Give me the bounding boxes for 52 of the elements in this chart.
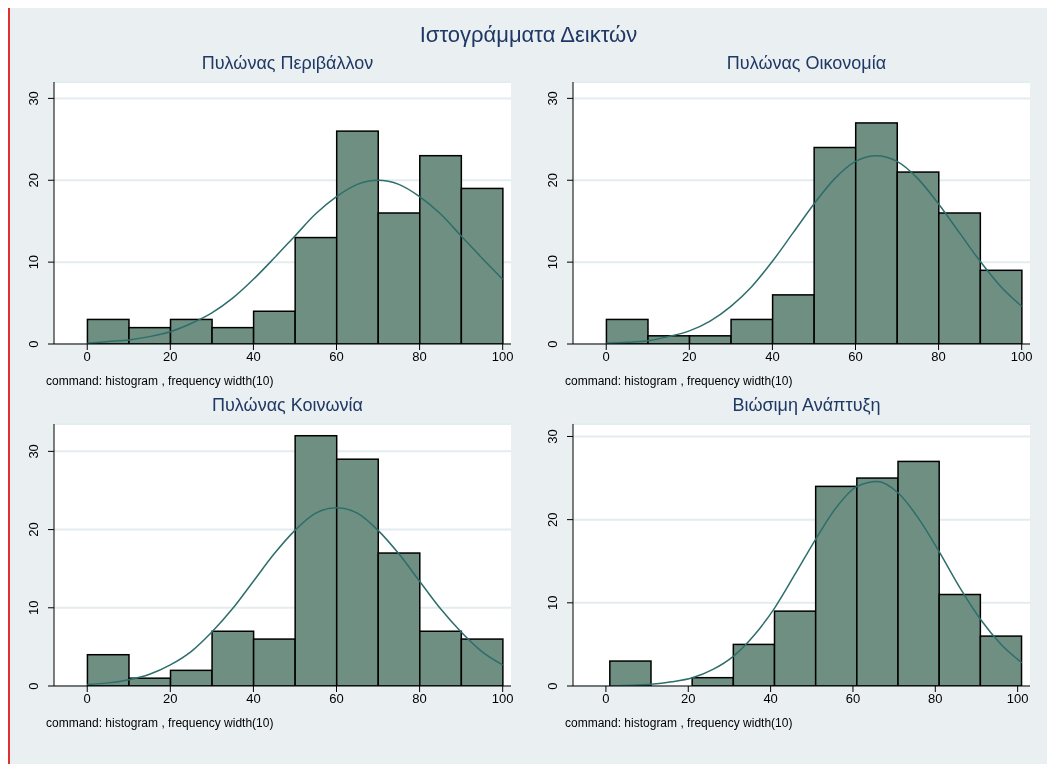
y-tick-label: 10 bbox=[26, 254, 41, 270]
x-tick-label: 20 bbox=[163, 349, 178, 365]
y-tick-label: 0 bbox=[545, 340, 560, 348]
y-tick-label: 10 bbox=[545, 254, 560, 270]
x-tick-label: 40 bbox=[765, 349, 780, 365]
x-tick-label: 100 bbox=[1010, 349, 1033, 365]
text: command: histogram , frequency width(10) bbox=[45, 716, 275, 730]
x-tick-label: 80 bbox=[928, 691, 943, 707]
x-tick-label: 40 bbox=[246, 349, 261, 365]
line-series bbox=[86, 179, 504, 344]
text: command: histogram , frequency width(10) bbox=[564, 716, 794, 730]
x-tick-label: 80 bbox=[931, 349, 946, 365]
x-tick-label: 60 bbox=[845, 691, 861, 707]
x-tick-label: 20 bbox=[681, 691, 696, 707]
x-tick-label: 60 bbox=[329, 691, 344, 707]
y-tick-label: 30 bbox=[545, 429, 560, 444]
y-tick-label: 20 bbox=[545, 173, 560, 188]
text: command: histogram , frequency width(10) bbox=[564, 374, 794, 388]
x-tick-label: 100 bbox=[491, 691, 514, 707]
y-tick-label: 0 bbox=[26, 682, 41, 690]
y-tick-label: 10 bbox=[545, 595, 560, 611]
text: command: histogram , frequency width(10) bbox=[45, 374, 275, 388]
chart-title: Πυλώνας Οικονομία bbox=[725, 52, 888, 74]
x-tick-label: 80 bbox=[412, 691, 427, 707]
y-tick-label: 20 bbox=[26, 173, 41, 188]
y-tick-label: 30 bbox=[545, 91, 560, 106]
x-tick-label: 0 bbox=[602, 691, 610, 707]
x-tick-label: 60 bbox=[329, 349, 344, 365]
y-tick-label: 20 bbox=[545, 512, 560, 527]
x-tick-label: 0 bbox=[83, 691, 91, 707]
chart-title: Πυλώνας Κοινωνία bbox=[211, 394, 364, 416]
x-tick-label: 80 bbox=[412, 349, 427, 365]
x-tick-label: 0 bbox=[83, 349, 91, 365]
y-tick-label: 10 bbox=[26, 600, 41, 616]
line-series bbox=[86, 506, 504, 686]
y-tick-label: 20 bbox=[26, 522, 41, 537]
x-tick-label: 100 bbox=[491, 349, 514, 365]
x-tick-label: 40 bbox=[246, 691, 261, 707]
x-tick-label: 20 bbox=[163, 691, 178, 707]
x-tick-label: 20 bbox=[682, 349, 697, 365]
chart-title: Πυλώνας Περιβάλλον bbox=[200, 52, 375, 74]
y-tick-label: 0 bbox=[26, 340, 41, 348]
x-tick-label: 100 bbox=[1006, 691, 1029, 707]
y-tick-label: 0 bbox=[545, 682, 560, 690]
x-tick-label: 0 bbox=[602, 349, 610, 365]
line-series bbox=[605, 154, 1023, 344]
y-tick-label: 30 bbox=[26, 444, 41, 459]
y-tick-label: 30 bbox=[26, 91, 41, 106]
chart-title: Βιώσιμη Ανάπτυξη bbox=[731, 394, 882, 416]
x-tick-label: 60 bbox=[848, 349, 863, 365]
x-tick-label: 40 bbox=[763, 691, 778, 707]
text: Ιστογράμματα Δεικτών bbox=[419, 22, 638, 47]
